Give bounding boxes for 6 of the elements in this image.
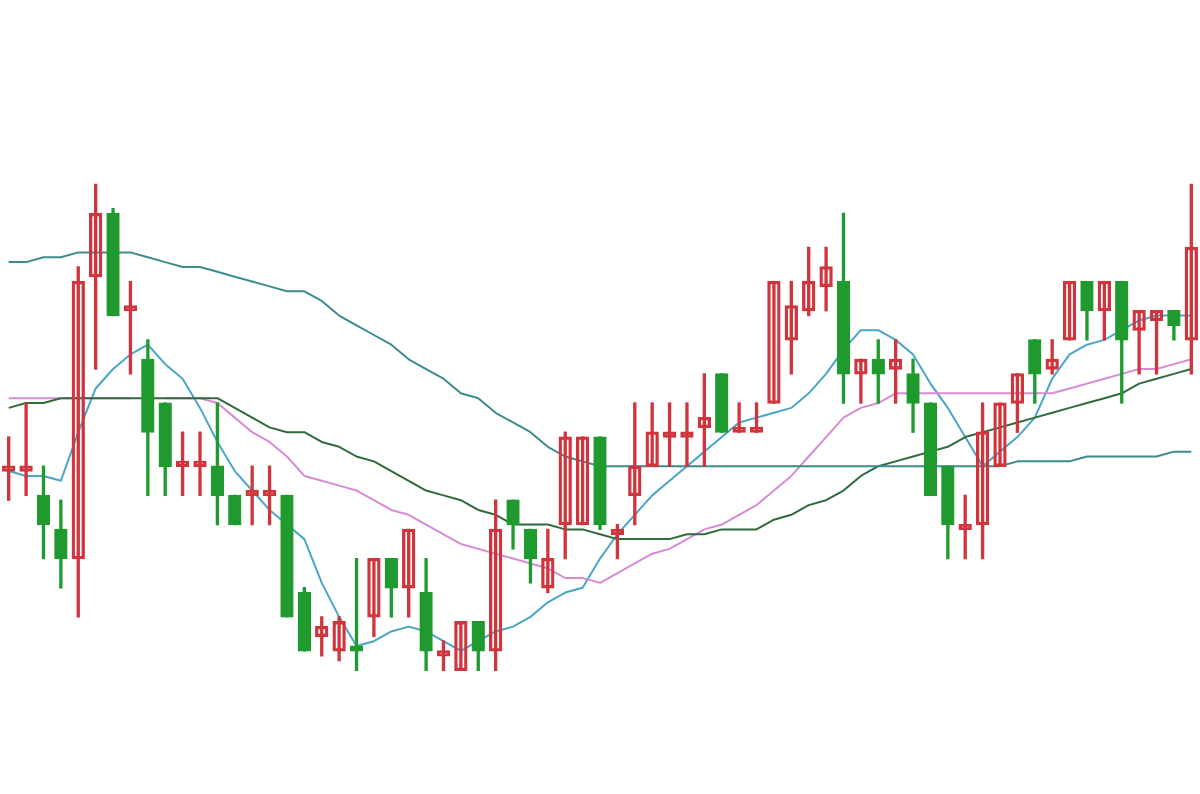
candlestick (454, 621, 468, 671)
candlestick (349, 557, 364, 671)
candlestick (575, 436, 590, 526)
candlestick (1062, 280, 1077, 341)
candlestick (993, 402, 1007, 467)
candlestick (767, 280, 781, 404)
